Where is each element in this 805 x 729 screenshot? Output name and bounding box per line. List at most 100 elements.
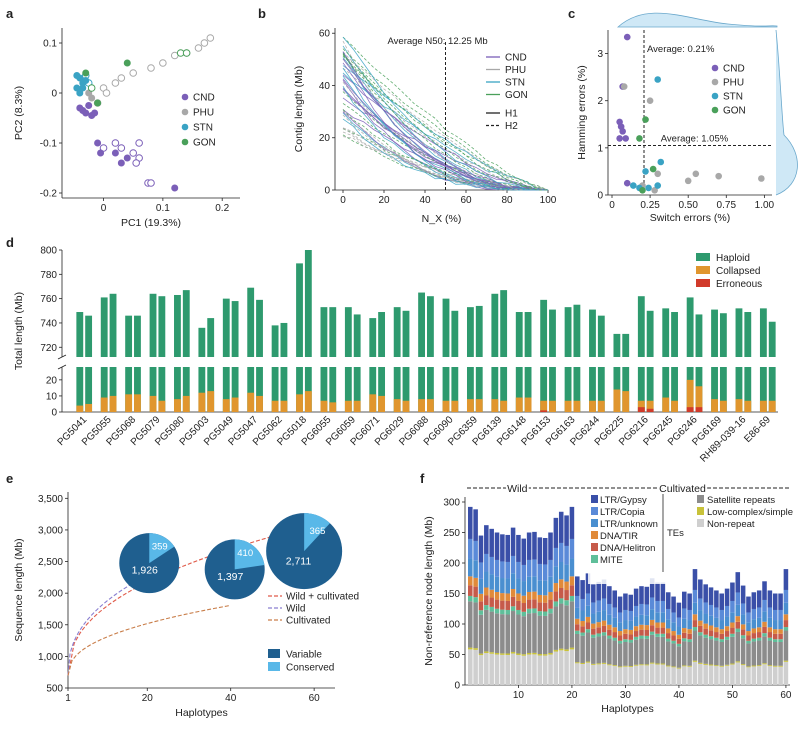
d-bar-collapsed (247, 392, 255, 412)
f-bar-segment (665, 592, 671, 609)
f-bar-segment (505, 614, 510, 654)
a-legend-stn-text: STN (193, 123, 213, 134)
f-bar-segment (505, 653, 510, 655)
f-bar-segment (617, 643, 623, 667)
f-bar-segment (735, 616, 741, 622)
d-bar-collapsed (719, 400, 727, 412)
d-bar-collapsed (149, 395, 157, 412)
f-bar-segment (505, 600, 510, 610)
f-bar-segment (778, 629, 783, 634)
d-bar-erroneous (637, 407, 645, 412)
d-bar-collapsed (442, 400, 450, 412)
d-y-tick-label: 780 (40, 270, 57, 281)
f-group-wild: Wild (507, 483, 528, 495)
f-bar-segment (660, 636, 666, 664)
f-bar-segment (585, 605, 591, 617)
b-y-tick-label: 60 (319, 29, 331, 40)
panel-e-pangenome-curves: 1 20 40 60 3,500 3,000 2,500 2,000 1,500 1,000 500… (13, 492, 359, 719)
f-bar-segment (494, 591, 500, 600)
f-bar-segment (532, 608, 537, 614)
f-bar-segment (601, 620, 607, 626)
f-bar-segment (633, 588, 639, 606)
d-bar-haploid-upper (76, 312, 84, 357)
f-bar-segment (671, 640, 676, 644)
f-bar-segment (548, 559, 553, 577)
f-bar-segment (762, 626, 767, 634)
panel-d-label: d (6, 235, 14, 250)
f-bar-segment (468, 647, 473, 650)
d-bar-haploid-upper (589, 309, 596, 357)
f-bar-segment (724, 636, 730, 640)
f-bar-segment (671, 631, 676, 636)
f-bar-segment (516, 654, 521, 685)
e-y-label: Sequence length (Mb) (13, 538, 25, 641)
f-bar-segment (676, 626, 682, 635)
d-bar-collapsed (134, 394, 141, 412)
f-bar-segment (601, 579, 607, 599)
e-x-tick-label: 20 (142, 693, 154, 704)
d-bar-haploid-lower (442, 367, 450, 412)
f-y-tick-label: 50 (449, 650, 461, 661)
f-bar-segment (468, 595, 473, 602)
f-bar-segment (542, 580, 548, 596)
d-bar-haploid-lower (207, 367, 215, 412)
f-bar-segment (569, 558, 575, 577)
f-bar-segment (478, 655, 484, 685)
f-bar-segment (580, 626, 585, 633)
f-bar-segment (767, 590, 773, 608)
e-pie-variable-label: 2,711 (286, 555, 312, 567)
b-x-tick-label: 80 (501, 195, 513, 206)
f-bar-segment (644, 638, 650, 665)
f-bar-segment (639, 664, 644, 666)
f-bar-segment (542, 602, 548, 612)
f-bar-segment (521, 603, 527, 612)
f-bar-segment (591, 637, 596, 664)
f-bar-segment (660, 627, 666, 634)
c-point-cnd (622, 135, 630, 142)
d-bar-haploid-lower (597, 367, 605, 412)
f-bar-segment (489, 556, 494, 575)
f-bar-segment (623, 609, 628, 621)
f-legend-other-2: Non-repeat (707, 519, 755, 530)
f-bar-segment (676, 646, 682, 668)
c-point-phu (620, 83, 628, 90)
f-bar-segment (537, 611, 543, 616)
a-point-hollow-PHU (129, 69, 137, 77)
f-bar-segment (644, 664, 650, 666)
d-bar-collapsed (549, 400, 556, 412)
f-bar-segment (489, 574, 494, 590)
f-bar-segment (665, 641, 671, 666)
e-pie-legend-variable: Variable (286, 650, 322, 661)
f-bar-segment (580, 610, 585, 621)
e-y-tick-label: 2,500 (38, 557, 63, 568)
f-bar-segment (494, 652, 500, 655)
f-bar-segment (569, 506, 575, 539)
f-bar-segment (494, 599, 500, 609)
a-x-tick-label: 0.2 (215, 203, 229, 214)
f-bar-segment (682, 618, 687, 629)
f-bar-segment (655, 664, 660, 685)
f-bar-segment (751, 633, 757, 639)
a-point-PHU (88, 94, 96, 102)
f-bar-segment (665, 608, 671, 620)
f-bar-segment (644, 586, 650, 605)
f-bar-segment (532, 531, 537, 560)
d-bar-haploid-lower (271, 367, 279, 412)
f-bar-segment (575, 630, 580, 634)
d-bar-haploid-lower (646, 367, 654, 412)
d-bar-haploid-upper (100, 297, 108, 357)
f-bar-segment (478, 593, 484, 602)
f-bar-segment (762, 599, 767, 612)
d-bar-haploid-upper (296, 263, 303, 357)
f-bar-segment (762, 664, 767, 685)
a-y-label: PC2 (8.3%) (13, 86, 25, 140)
f-bar-segment (682, 638, 687, 642)
d-bar-haploid-lower (100, 367, 108, 412)
f-bar-segment (756, 607, 762, 618)
f-bar-segment (746, 640, 751, 644)
c-point-phu (651, 186, 658, 194)
d-bar-haploid-lower (304, 367, 312, 412)
f-bar-segment (714, 665, 719, 667)
f-bar-segment (580, 620, 585, 627)
f-bar-segment (703, 634, 708, 638)
